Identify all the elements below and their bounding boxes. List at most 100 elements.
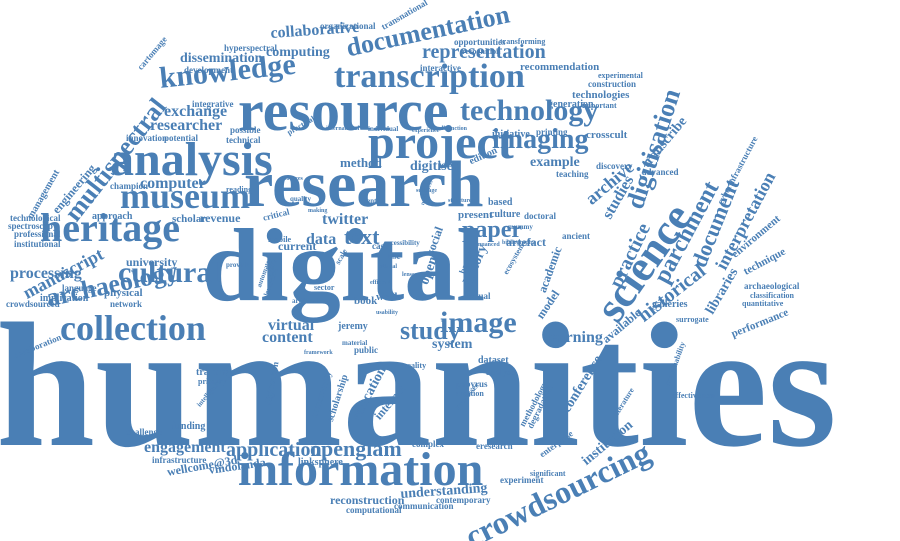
word: efficient: [370, 280, 391, 286]
word: experience: [412, 128, 440, 134]
word: usability: [376, 310, 399, 316]
word: creation: [456, 389, 484, 398]
word: example: [530, 155, 580, 170]
word: complex: [412, 439, 444, 449]
word: generation: [548, 99, 594, 110]
word: training: [196, 367, 231, 378]
word: museum: [120, 176, 251, 216]
word: collection: [60, 308, 206, 348]
word: champion: [110, 181, 149, 191]
word: quality: [290, 195, 312, 203]
word: researcher: [150, 117, 223, 134]
word: use: [388, 251, 401, 261]
word: lenses: [402, 272, 417, 278]
word: text: [344, 224, 380, 249]
word: dataset: [478, 355, 509, 366]
word: construction: [588, 79, 636, 89]
word: technical: [226, 135, 261, 145]
word: galleries: [652, 299, 688, 310]
word: individual: [368, 125, 399, 133]
word: reality: [404, 361, 427, 370]
word: communication: [394, 501, 454, 511]
word: scholar: [172, 213, 207, 225]
word: contemporary: [436, 495, 491, 505]
word: printing: [536, 127, 568, 137]
word: transcription: [334, 58, 525, 95]
word: hyperspectral: [224, 43, 277, 53]
word: papyrus: [456, 379, 488, 389]
word: humanities: [0, 286, 837, 484]
word: crowdsourced: [6, 299, 60, 309]
word: discovery: [596, 161, 633, 171]
word: culture: [490, 209, 521, 220]
word: structure: [448, 198, 472, 204]
word: professional: [14, 229, 61, 239]
word: infrastructure: [152, 455, 207, 465]
word: recognition: [462, 47, 501, 56]
word: linksphere: [298, 457, 343, 468]
word: ancient: [562, 231, 590, 241]
word: challenge: [126, 427, 162, 437]
word: spectroscopy: [8, 221, 58, 231]
word: opportunities: [454, 37, 506, 47]
word: innovation: [126, 133, 168, 143]
word: artificial: [292, 297, 318, 305]
word: digital: [202, 208, 486, 323]
word: accessibility: [384, 239, 420, 247]
word: integrative: [192, 99, 234, 109]
word: primary: [198, 377, 227, 386]
word: ethical: [380, 264, 397, 270]
word: archaeological: [744, 281, 800, 291]
word: approach: [92, 211, 133, 222]
word: analyse: [486, 367, 515, 377]
word: sector: [314, 283, 335, 292]
word: surrogate: [676, 315, 709, 324]
word: reading: [226, 185, 253, 194]
word: textual: [464, 291, 491, 301]
word: important: [582, 101, 617, 110]
word: international: [326, 126, 360, 132]
word: mummy: [508, 223, 533, 231]
word: institutional: [14, 239, 61, 249]
word: network: [110, 299, 142, 309]
word: making: [308, 208, 328, 214]
word: image: [440, 306, 517, 339]
word: teaching: [556, 169, 589, 179]
word: mobile: [268, 235, 292, 244]
word: data: [306, 231, 337, 248]
word: study: [400, 316, 461, 345]
word: openglam: [310, 436, 402, 461]
word: cultural: [118, 256, 220, 289]
word: experiment: [500, 475, 544, 485]
word: computer: [140, 175, 206, 192]
word: system: [432, 337, 473, 352]
word: imaging: [492, 124, 589, 155]
word: nuanced: [478, 242, 500, 248]
word: paper: [462, 217, 522, 243]
word: information: [238, 443, 484, 496]
word: provide: [226, 261, 249, 269]
word: learning: [546, 329, 603, 346]
word: recommendation: [520, 61, 600, 73]
word: technologies: [572, 89, 630, 101]
word: development: [184, 65, 233, 75]
word: material: [342, 339, 368, 347]
word: organizational: [320, 21, 376, 31]
word: content: [262, 329, 313, 346]
word: technique: [741, 245, 788, 278]
word: based: [488, 197, 513, 208]
word: reconstruction: [330, 493, 405, 507]
word: engagement: [144, 439, 226, 456]
word: eresearch: [476, 441, 513, 451]
word: centre: [364, 197, 383, 205]
word: jeremy: [338, 321, 368, 332]
word: case: [372, 241, 388, 251]
word: university: [126, 255, 178, 269]
word: virtual: [268, 317, 315, 334]
word: computational: [346, 505, 402, 515]
word: quantitative: [742, 299, 784, 308]
word: potential: [164, 133, 199, 143]
word: research: [244, 148, 484, 221]
word: public: [354, 345, 379, 355]
